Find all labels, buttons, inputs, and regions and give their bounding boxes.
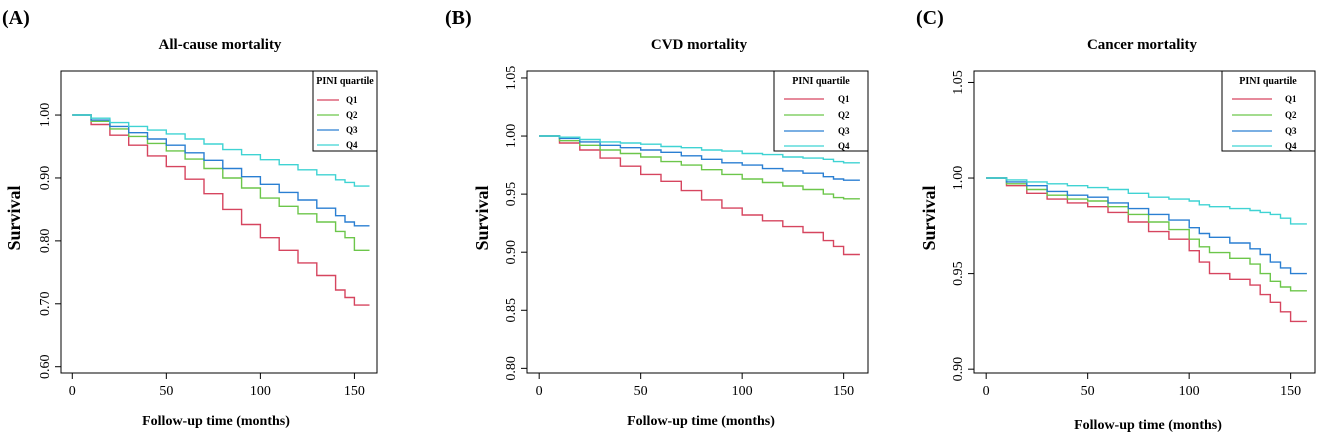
- panel-b-legend-box: [773, 70, 869, 152]
- panel-b-legend-title: PINI quartile: [792, 76, 850, 87]
- x-tick-label: 50: [159, 384, 173, 399]
- survival-curve-q1: [539, 135, 860, 256]
- panel-a: (A) All-cause mortality Survival Follow-…: [2, 7, 378, 429]
- panel-b-x-axis-label: Follow-up time (months): [627, 414, 775, 429]
- panel-b-legend-label-q2: Q2: [838, 110, 850, 120]
- panel-b-legend-label-q4: Q4: [838, 141, 850, 151]
- panel-a-axis-ticks: 0 50 100 150 0.60 0.70 0.80 0.90 1.00: [38, 103, 365, 399]
- panel-c-legend-label-q4: Q4: [1285, 141, 1297, 151]
- panel-a-legend-box: [312, 70, 378, 152]
- survival-curve-q1: [72, 114, 370, 306]
- y-tick-label: 1.00: [504, 124, 519, 149]
- survival-curve-q4: [986, 177, 1307, 225]
- x-tick-label: 0: [536, 384, 543, 399]
- panel-a-plot-frame: [60, 70, 378, 374]
- panel-c-plot-frame: [973, 70, 1316, 374]
- survival-curve-q2: [986, 177, 1307, 292]
- y-tick-label: 0.90: [504, 240, 519, 265]
- panel-a-legend-label-q2: Q2: [346, 110, 358, 120]
- survival-curve-q3: [539, 135, 860, 181]
- panel-a-legend-label-q4: Q4: [346, 140, 358, 150]
- panel-c-legend: PINI quartile Q1 Q2 Q3 Q4: [1221, 70, 1316, 152]
- y-tick-label: 0.60: [38, 354, 53, 379]
- y-tick-label: 1.00: [38, 103, 53, 128]
- y-tick-label: 0.80: [504, 356, 519, 381]
- panel-c-legend-title: PINI quartile: [1239, 76, 1297, 87]
- panel-c: (C) Cancer mortality Survival Follow-up …: [916, 7, 1316, 433]
- panel-c-axis-ticks: 0 50 100 150 0.90 0.95 1.00 1.05: [951, 70, 1301, 399]
- panel-b-axis-ticks: 0 50 100 150 0.80 0.85 0.90 0.95 1.00 1.05: [504, 66, 854, 399]
- x-tick-label: 50: [634, 384, 648, 399]
- panel-b-legend: PINI quartile Q1 Q2 Q3 Q4: [773, 70, 869, 152]
- panel-b-plot-frame: [526, 70, 869, 374]
- y-tick-label: 0.95: [951, 261, 966, 286]
- y-tick-label: 0.95: [504, 182, 519, 207]
- x-tick-label: 100: [1179, 384, 1200, 399]
- y-tick-label: 0.85: [504, 298, 519, 323]
- panel-a-x-axis-label: Follow-up time (months): [142, 414, 290, 429]
- panel-a-legend-label-q3: Q3: [346, 125, 358, 135]
- x-tick-label: 0: [983, 384, 990, 399]
- panel-c-curves: [986, 177, 1307, 323]
- panel-a-legend: PINI quartile Q1 Q2 Q3 Q4: [312, 70, 378, 152]
- panel-c-legend-label-q2: Q2: [1285, 110, 1297, 120]
- survival-curve-q4: [539, 135, 860, 164]
- panel-a-legend-label-q1: Q1: [346, 95, 358, 105]
- panel-a-y-axis-label: Survival: [4, 185, 24, 250]
- panel-a-label: (A): [2, 7, 30, 29]
- y-tick-label: 0.90: [951, 357, 966, 382]
- x-tick-label: 100: [250, 384, 271, 399]
- panel-a-legend-title: PINI quartile: [316, 76, 374, 87]
- y-tick-label: 1.00: [951, 166, 966, 191]
- y-tick-label: 0.80: [38, 229, 53, 254]
- y-tick-label: 1.05: [951, 70, 966, 95]
- x-tick-label: 100: [732, 384, 753, 399]
- panel-b-label: (B): [445, 7, 472, 29]
- y-tick-label: 0.70: [38, 292, 53, 317]
- panel-c-legend-label-q3: Q3: [1285, 126, 1297, 136]
- x-tick-label: 50: [1081, 384, 1095, 399]
- x-tick-label: 150: [344, 384, 365, 399]
- survival-curve-q3: [986, 177, 1307, 275]
- x-tick-label: 0: [69, 384, 76, 399]
- panel-b-curves: [539, 135, 860, 256]
- panel-c-x-axis-label: Follow-up time (months): [1074, 418, 1222, 433]
- survival-curve-q4: [72, 114, 370, 187]
- survival-curve-q1: [986, 177, 1307, 323]
- panel-b: (B) CVD mortality Survival Follow-up tim…: [445, 7, 869, 429]
- y-tick-label: 0.90: [38, 166, 53, 191]
- x-tick-label: 150: [1280, 384, 1301, 399]
- panel-c-title: Cancer mortality: [1087, 37, 1198, 53]
- y-tick-label: 1.05: [504, 66, 519, 91]
- survival-curve-q2: [539, 135, 860, 200]
- panel-c-legend-label-q1: Q1: [1285, 94, 1297, 104]
- panel-c-label: (C): [916, 7, 944, 29]
- panel-a-title: All-cause mortality: [159, 37, 282, 53]
- panel-a-curves: [72, 114, 370, 306]
- x-tick-label: 150: [833, 384, 854, 399]
- panel-b-title: CVD mortality: [651, 37, 748, 53]
- panel-c-y-axis-label: Survival: [919, 185, 939, 250]
- survival-curve-q3: [72, 114, 370, 227]
- panel-c-legend-box: [1221, 70, 1316, 152]
- panel-b-legend-label-q1: Q1: [838, 94, 850, 104]
- panel-b-legend-label-q3: Q3: [838, 126, 850, 136]
- panel-b-y-axis-label: Survival: [472, 185, 492, 250]
